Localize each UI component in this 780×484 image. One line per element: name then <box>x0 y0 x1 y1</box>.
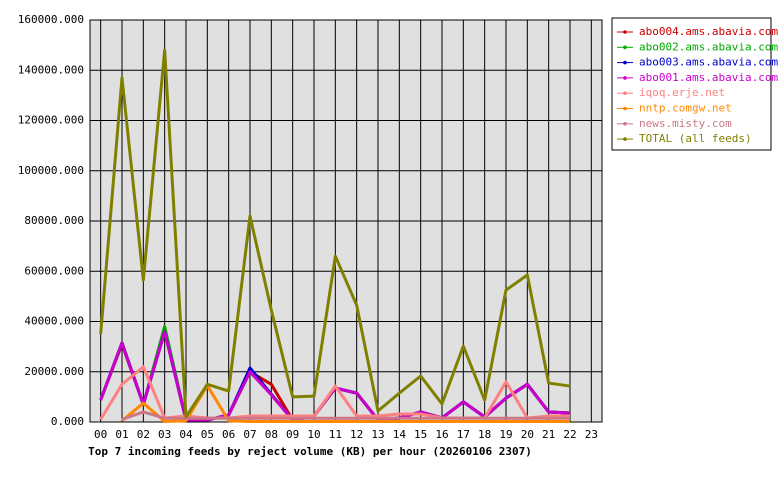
y-tick-label: 100000.000 <box>18 164 84 177</box>
x-tick-label: 07 <box>243 428 256 441</box>
x-tick-label: 21 <box>542 428 555 441</box>
x-tick-label: 11 <box>329 428 342 441</box>
x-tick-label: 16 <box>435 428 448 441</box>
legend-label: abo002.ams.abavia.com <box>639 40 778 53</box>
x-tick-label: 20 <box>521 428 534 441</box>
y-tick-label: 20000.000 <box>24 365 84 378</box>
x-tick-label: 12 <box>350 428 363 441</box>
x-tick-label: 05 <box>201 428 214 441</box>
legend-label: abo004.ams.abavia.com <box>639 25 778 38</box>
legend-marker <box>623 137 627 141</box>
chart-title: Top 7 incoming feeds by reject volume (K… <box>88 445 532 458</box>
legend-marker <box>623 60 627 65</box>
legend-label: abo001.ams.abavia.com <box>639 71 778 84</box>
x-tick-label: 04 <box>179 428 193 441</box>
x-tick-label: 10 <box>307 428 320 441</box>
x-tick-label: 08 <box>265 428 278 441</box>
x-tick-label: 18 <box>478 428 491 441</box>
x-tick-label: 13 <box>371 428 384 441</box>
legend-label: TOTAL (all feeds) <box>639 132 752 145</box>
series-line <box>121 410 570 421</box>
x-tick-label: 19 <box>499 428 512 441</box>
x-tick-label: 09 <box>286 428 299 441</box>
x-tick-label: 14 <box>393 428 407 441</box>
x-tick-label: 17 <box>457 428 470 441</box>
x-tick-label: 22 <box>563 428 576 441</box>
x-tick-label: 06 <box>222 428 235 441</box>
series-line <box>99 365 570 421</box>
legend-marker <box>623 106 627 111</box>
y-tick-label: 0.000 <box>51 415 84 428</box>
x-tick-label: 02 <box>137 428 150 441</box>
x-tick-label: 00 <box>94 428 107 441</box>
x-tick-label: 23 <box>585 428 598 441</box>
legend-label: nntp.comgw.net <box>639 102 732 115</box>
legend-marker <box>623 91 627 95</box>
legend-box <box>611 17 772 151</box>
y-tick-label: 60000.000 <box>24 264 84 277</box>
legend-label: iqoq.erje.net <box>639 86 725 99</box>
legend-label: abo003.ams.abavia.com <box>639 56 778 69</box>
legend-marker <box>623 76 627 80</box>
x-tick-label: 01 <box>115 428 128 441</box>
y-tick-label: 160000.000 <box>18 13 84 26</box>
legend-marker <box>623 45 627 50</box>
y-tick-label: 40000.000 <box>24 315 84 328</box>
legend-marker <box>623 122 627 126</box>
y-tick-label: 80000.000 <box>24 214 84 227</box>
y-tick-label: 140000.000 <box>18 63 84 76</box>
series-line <box>99 48 571 419</box>
legend-marker <box>623 30 627 34</box>
y-tick-label: 120000.000 <box>18 114 84 127</box>
x-tick-label: 03 <box>158 428 171 441</box>
x-tick-label: 15 <box>414 428 427 441</box>
legend-label: news.misty.com <box>639 117 732 130</box>
